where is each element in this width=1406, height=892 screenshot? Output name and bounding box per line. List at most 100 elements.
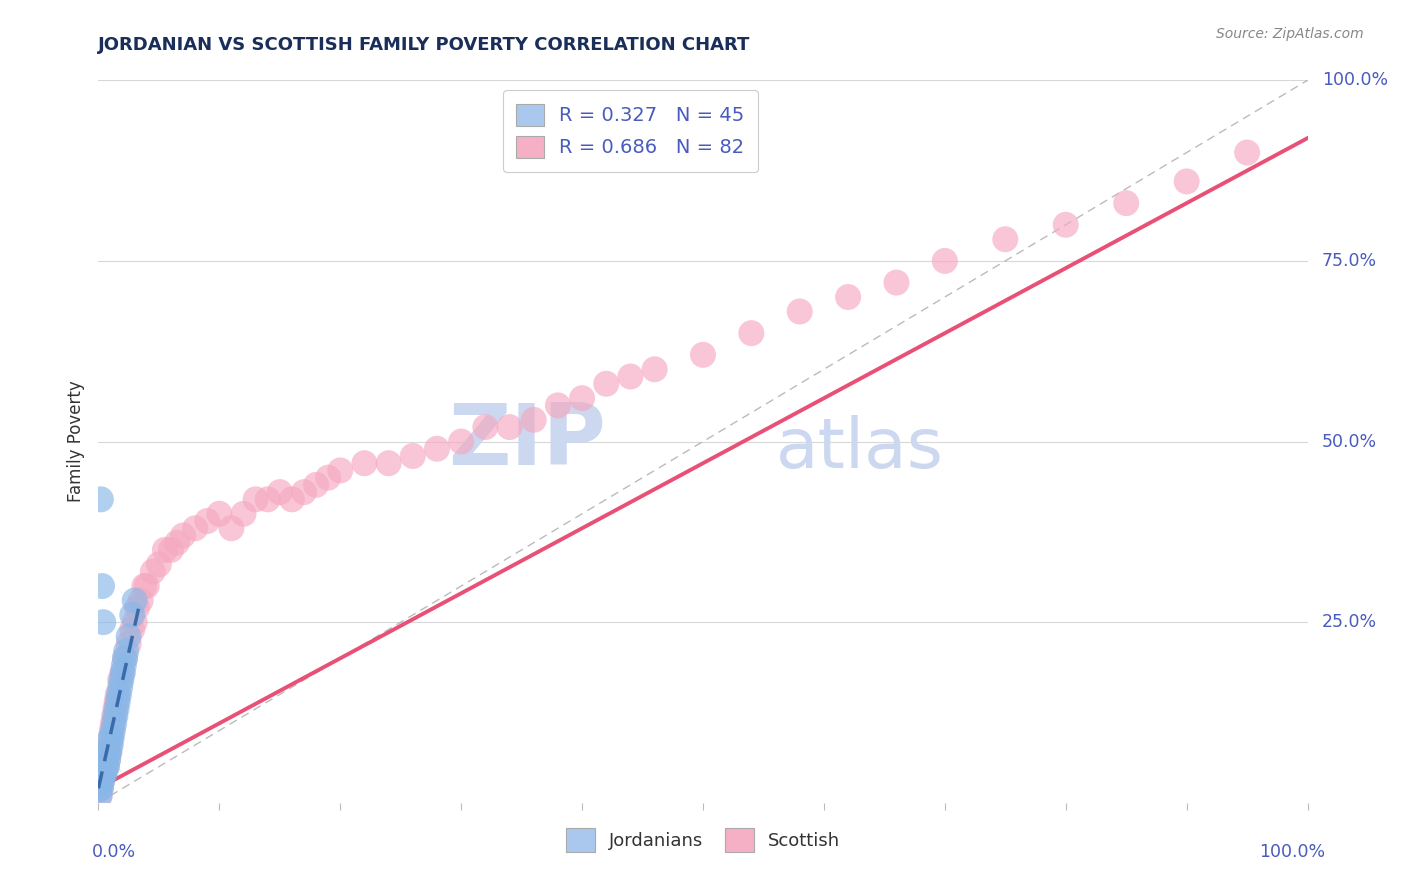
- Point: [172, 528, 194, 542]
- Point: [595, 376, 617, 391]
- Point: [108, 680, 131, 694]
- Point: [121, 623, 143, 637]
- Point: [107, 687, 129, 701]
- Point: [93, 767, 115, 781]
- Point: [269, 485, 291, 500]
- Point: [103, 709, 125, 723]
- Text: 100.0%: 100.0%: [1322, 71, 1388, 89]
- Point: [89, 789, 111, 803]
- Point: [121, 607, 143, 622]
- Text: ZIP: ZIP: [449, 400, 606, 483]
- Point: [90, 492, 112, 507]
- Point: [124, 615, 146, 630]
- Point: [124, 593, 146, 607]
- Point: [89, 789, 111, 803]
- Point: [134, 579, 156, 593]
- Point: [245, 492, 267, 507]
- Legend: Jordanians, Scottish: Jordanians, Scottish: [558, 822, 848, 859]
- Point: [100, 738, 122, 752]
- Point: [91, 760, 114, 774]
- Point: [91, 752, 114, 766]
- Point: [96, 760, 118, 774]
- Point: [1236, 145, 1258, 160]
- Point: [100, 738, 122, 752]
- Point: [115, 644, 138, 658]
- Point: [91, 615, 114, 630]
- Point: [91, 760, 114, 774]
- Point: [89, 774, 111, 789]
- Point: [91, 767, 114, 781]
- Point: [89, 781, 111, 796]
- Point: [96, 760, 118, 774]
- Point: [104, 709, 127, 723]
- Point: [90, 774, 112, 789]
- Point: [148, 558, 170, 572]
- Point: [571, 391, 593, 405]
- Point: [1054, 218, 1077, 232]
- Point: [93, 760, 115, 774]
- Point: [142, 565, 165, 579]
- Point: [112, 658, 135, 673]
- Text: atlas: atlas: [776, 416, 943, 483]
- Point: [316, 470, 339, 484]
- Point: [256, 492, 278, 507]
- Text: Source: ZipAtlas.com: Source: ZipAtlas.com: [1216, 27, 1364, 41]
- Point: [1175, 174, 1198, 188]
- Point: [90, 767, 112, 781]
- Text: 25.0%: 25.0%: [1322, 613, 1378, 632]
- Point: [93, 760, 115, 774]
- Point: [94, 752, 117, 766]
- Point: [91, 760, 114, 774]
- Y-axis label: Family Poverty: Family Poverty: [67, 381, 86, 502]
- Point: [90, 781, 112, 796]
- Point: [91, 760, 114, 774]
- Text: 0.0%: 0.0%: [93, 843, 136, 861]
- Point: [97, 745, 120, 759]
- Point: [94, 760, 117, 774]
- Point: [934, 253, 956, 268]
- Point: [129, 593, 152, 607]
- Point: [208, 507, 231, 521]
- Point: [644, 362, 666, 376]
- Point: [135, 579, 157, 593]
- Point: [377, 456, 399, 470]
- Point: [184, 521, 207, 535]
- Point: [105, 695, 128, 709]
- Point: [94, 752, 117, 766]
- Point: [160, 542, 183, 557]
- Point: [221, 521, 243, 535]
- Point: [1115, 196, 1137, 211]
- Point: [474, 420, 496, 434]
- Point: [91, 579, 114, 593]
- Point: [329, 463, 352, 477]
- Point: [96, 745, 118, 759]
- Point: [101, 716, 124, 731]
- Point: [90, 760, 112, 774]
- Point: [98, 745, 121, 759]
- Point: [523, 413, 546, 427]
- Text: JORDANIAN VS SCOTTISH FAMILY POVERTY CORRELATION CHART: JORDANIAN VS SCOTTISH FAMILY POVERTY COR…: [98, 36, 751, 54]
- Point: [232, 507, 254, 521]
- Point: [97, 752, 120, 766]
- Point: [195, 514, 218, 528]
- Point: [426, 442, 449, 456]
- Point: [108, 687, 131, 701]
- Point: [118, 637, 141, 651]
- Point: [100, 731, 122, 745]
- Point: [97, 745, 120, 759]
- Point: [91, 767, 114, 781]
- Point: [105, 702, 128, 716]
- Point: [98, 745, 121, 759]
- Point: [91, 752, 114, 766]
- Point: [402, 449, 425, 463]
- Point: [110, 673, 132, 687]
- Text: 100.0%: 100.0%: [1260, 843, 1326, 861]
- Point: [292, 485, 315, 500]
- Point: [114, 651, 136, 665]
- Text: 50.0%: 50.0%: [1322, 433, 1378, 450]
- Point: [91, 774, 114, 789]
- Point: [107, 695, 129, 709]
- Point: [111, 665, 134, 680]
- Point: [547, 398, 569, 412]
- Point: [353, 456, 375, 470]
